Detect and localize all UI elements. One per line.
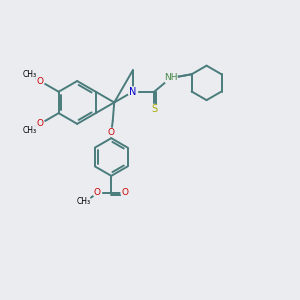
Circle shape (164, 71, 177, 85)
Circle shape (150, 104, 159, 113)
Circle shape (23, 68, 36, 81)
Text: CH₃: CH₃ (22, 70, 37, 79)
Circle shape (128, 87, 137, 97)
Circle shape (93, 189, 101, 197)
Circle shape (78, 195, 91, 208)
Text: S: S (151, 104, 157, 114)
Text: O: O (37, 119, 44, 128)
Text: CH₃: CH₃ (77, 197, 91, 206)
Text: O: O (122, 188, 129, 197)
Circle shape (107, 128, 116, 136)
Text: N: N (129, 87, 136, 97)
Text: O: O (108, 128, 115, 137)
Circle shape (121, 189, 129, 197)
Circle shape (23, 124, 36, 137)
Circle shape (36, 119, 45, 128)
Text: CH₃: CH₃ (22, 126, 37, 135)
Text: O: O (37, 76, 44, 85)
Circle shape (36, 76, 45, 85)
Text: O: O (94, 188, 101, 197)
Text: NH: NH (164, 74, 177, 82)
